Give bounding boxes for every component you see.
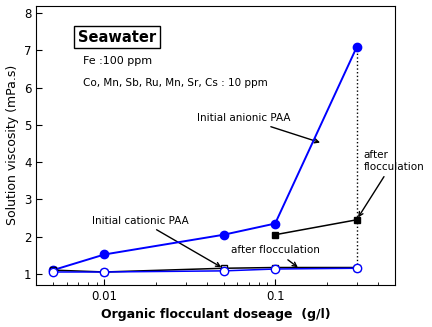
Text: Fe :100 ppm: Fe :100 ppm — [83, 56, 152, 66]
Y-axis label: Solution viscosity (mPa.s): Solution viscosity (mPa.s) — [6, 65, 19, 225]
X-axis label: Organic flocculant doseage  (g/l): Organic flocculant doseage (g/l) — [101, 308, 330, 321]
Text: after flocculation: after flocculation — [231, 245, 320, 267]
Text: after
flocculation: after flocculation — [359, 150, 425, 216]
Text: Initial cationic PAA: Initial cationic PAA — [92, 215, 220, 267]
Text: Seawater: Seawater — [78, 30, 156, 45]
Text: Initial anionic PAA: Initial anionic PAA — [197, 113, 319, 143]
Text: Co, Mn, Sb, Ru, Mn, Sr, Cs : 10 ppm: Co, Mn, Sb, Ru, Mn, Sr, Cs : 10 ppm — [83, 78, 268, 88]
